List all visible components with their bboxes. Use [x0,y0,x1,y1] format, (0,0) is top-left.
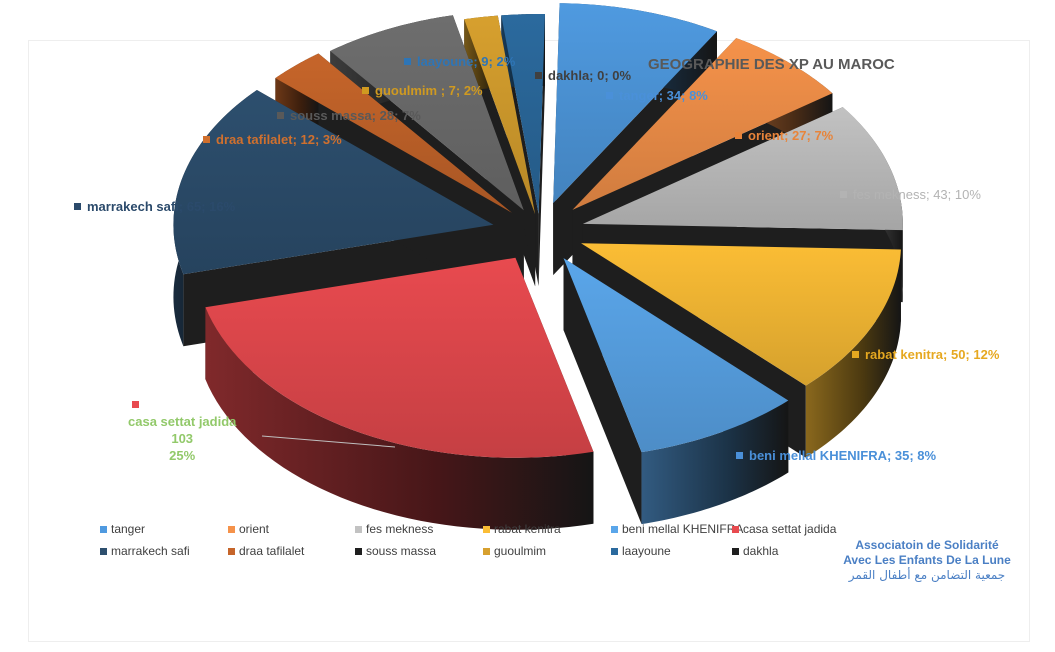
legend-swatch [100,548,107,555]
slice-label-dakhla: dakhla; 0; 0% [535,68,631,83]
legend-item-tanger: tanger [100,522,145,536]
legend-item-rabat-kenitra: rabat kenitra [483,522,561,536]
legend-label: rabat kenitra [494,522,561,536]
legend-item-casa-settat: casa settat jadida [732,522,836,536]
legend-item-souss-massa: souss massa [355,544,436,558]
slice-top [582,107,903,231]
label-marker [840,191,847,198]
legend-swatch [611,526,618,533]
slice-label-text: dakhla; 0; 0% [548,68,632,83]
legend-item-laayoune: laayoune [611,544,671,558]
slice-label-text: guoulmim ; 7; 2% [375,83,483,98]
slice-rim [641,400,789,525]
label-marker [74,203,81,210]
label-marker [132,401,139,408]
label-marker [203,136,210,143]
legend-label: marrakech safi [111,544,190,558]
association-stamp: Associatoin de Solidarité Avec Les Enfan… [838,538,1016,583]
legend-label: casa settat jadida [743,522,837,536]
legend-swatch [483,526,490,533]
slice-rim [205,307,594,530]
legend-label: dakhla [743,544,779,558]
legend-swatch [732,526,739,533]
slice-top [563,258,789,453]
label-marker [735,132,742,139]
slice-label-text: rabat kenitra; 50; 12% [865,347,1000,362]
legend-swatch [483,548,490,555]
legend-label: guoulmim [494,544,547,558]
legend-label: tanger [111,522,146,536]
legend-swatch [611,548,618,555]
slice-label-text: tanger; 34; 8% [619,88,708,103]
slice-label-orient: orient; 27; 7% [735,128,833,143]
label-marker [362,87,369,94]
legend-label: draa tafilalet [239,544,305,558]
association-line: Avec Les Enfants De La Lune [843,553,1011,567]
label-marker [277,112,284,119]
slice-top [205,257,594,458]
legend-swatch [355,526,362,533]
slice-label-line: casa settat jadida [128,414,237,429]
slice-label-text: fes mekness; 43; 10% [853,187,981,202]
slice-label-text: beni mellal KHENIFRA; 35; 8% [749,448,937,463]
pie-slice-casa-settat-jadida [205,257,594,530]
legend-swatch [100,526,107,533]
slice-label-tanger: tanger; 34; 8% [606,88,708,103]
slice-top [572,38,833,210]
slice-label-text: souss massa; 28; 7% [290,108,421,123]
legend-label: orient [239,522,270,536]
legend-label: fes mekness [366,522,434,536]
slice-label-draa-tafilalet: draa tafilalet; 12; 3% [203,132,342,147]
legend-label: beni mellal KHENIFRA [622,522,744,536]
slice-top [173,90,494,275]
slice-label-guoulmim: guoulmim ; 7; 2% [362,83,483,98]
legend-item-orient: orient [228,522,269,536]
association-line-arabic: جمعية التضامن مع أطفال القمر [848,568,1006,582]
slice-label-marrakech-safi: marrakech safi; 65; 16% [74,199,235,214]
label-marker [535,72,542,79]
slice-top [275,53,512,213]
legend-item-marrakech-safi: marrakech safi [100,544,190,558]
slice-label-fes-mekness: fes mekness; 43; 10% [840,187,981,202]
legend-item-draa-tafilalet: draa tafilalet [228,544,304,558]
casa-leader-line [261,435,396,448]
legend-swatch [355,548,362,555]
slice-label-line: 25% [169,448,196,463]
slice-label-text: draa tafilalet; 12; 3% [216,132,342,147]
label-marker [404,58,411,65]
legend-item-dakhla: dakhla [732,544,778,558]
slice-label-laayoune: laayoune; 9; 2% [404,54,515,69]
legend-swatch [228,526,235,533]
slice-top [501,14,546,215]
slice-top [330,15,524,211]
label-marker [852,351,859,358]
slice-label-souss-massa: souss massa; 28; 7% [277,108,421,123]
slice-side-wall [563,258,642,525]
chart-title: GEOGRAPHIE DES XP AU MAROC [648,56,895,73]
legend-label: laayoune [622,544,671,558]
legend-item-guoulmim: guoulmim [483,544,546,558]
legend-label: souss massa [366,544,437,558]
slice-label-rabat-kenitra: rabat kenitra; 50; 12% [852,347,999,362]
slice-top [581,243,901,386]
pie-slice-beni-mellal-khenifra [563,258,789,525]
association-line: Associatoin de Solidarité [855,538,999,552]
slice-label-text: orient; 27; 7% [748,128,834,143]
slice-label-casa-settat: casa settat jadida 103 25% [128,396,236,464]
label-marker [606,92,613,99]
slice-top [553,3,717,204]
legend-swatch [228,548,235,555]
slice-label-text: laayoune; 9; 2% [417,54,516,69]
legend-item-beni-mellal: beni mellal KHENIFRA [611,522,743,536]
legend-item-fes-mekness: fes mekness [355,522,433,536]
pie-slice-marrakech-safi [173,90,494,347]
slice-label-line: 103 [171,431,194,446]
slice-label-beni-mellal: beni mellal KHENIFRA; 35; 8% [736,448,936,463]
legend-swatch [732,548,739,555]
label-marker [736,452,743,459]
slice-label-text: marrakech safi; 65; 16% [87,199,236,214]
slice-top [464,15,536,215]
